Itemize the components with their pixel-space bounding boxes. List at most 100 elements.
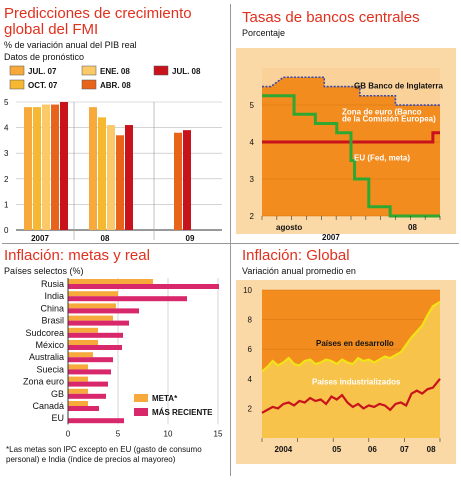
x-tick-label: 2004 xyxy=(274,445,292,454)
vertical-divider xyxy=(230,4,231,476)
panel-subtitle: Porcentaje xyxy=(242,28,286,38)
series-label: EU (Fed, meta) xyxy=(354,154,410,163)
y-tick-label: 4 xyxy=(248,375,253,384)
legend-label: JUL. 07 xyxy=(28,67,57,76)
panel-subtitle: Variación anual promedio en xyxy=(242,266,356,276)
x-tick-label: 0 xyxy=(66,429,71,438)
series-label: GB Banco de Inglaterra xyxy=(354,81,443,90)
bar-target xyxy=(68,388,88,394)
bar xyxy=(24,107,32,230)
horizontal-divider xyxy=(2,243,459,244)
category-label: India xyxy=(44,291,64,301)
series-label: Países industrializados xyxy=(312,378,401,387)
bar-target xyxy=(68,279,153,284)
y-tick-label: 2 xyxy=(4,175,9,184)
bar-actual xyxy=(68,369,111,375)
y-tick-label: 3 xyxy=(250,175,255,184)
legend-label: JUL. 08 xyxy=(172,67,201,76)
y-tick-label: 2 xyxy=(248,404,253,413)
bar-actual xyxy=(68,406,99,411)
bar-actual xyxy=(68,308,139,314)
y-tick-label: 6 xyxy=(248,345,253,354)
bar-actual xyxy=(68,320,129,326)
bar-actual xyxy=(68,345,122,350)
y-tick-label: 10 xyxy=(243,286,252,295)
bar-actual xyxy=(68,418,124,424)
bar-target xyxy=(68,315,113,321)
bar-actual xyxy=(68,284,219,289)
legend-label: MÁS RECIENTE xyxy=(152,408,213,417)
y-tick-label: 0 xyxy=(4,226,9,235)
bar-target xyxy=(68,376,88,382)
series-label: Zona de euro (Banco xyxy=(342,107,422,116)
bar xyxy=(174,132,182,230)
bar-actual xyxy=(68,381,108,387)
bar xyxy=(89,107,97,230)
bar xyxy=(33,107,41,230)
category-label: GB xyxy=(51,389,64,399)
series-line xyxy=(262,76,440,106)
panel-title: Tasas de bancos centrales xyxy=(242,9,420,26)
bar xyxy=(125,125,133,230)
legend-swatch xyxy=(81,79,97,90)
x-tick-label: 07 xyxy=(400,445,409,454)
bar-actual xyxy=(68,332,123,338)
legend-label: OCT. 07 xyxy=(28,81,58,90)
x-tick-label: 10 xyxy=(164,429,173,438)
x-tick-label: 08 xyxy=(101,234,110,242)
bar xyxy=(42,104,50,230)
bar-actual xyxy=(68,296,187,302)
legend-swatch xyxy=(134,408,148,416)
x-tick-label: agosto xyxy=(276,223,302,232)
category-label: Suecia xyxy=(36,364,64,374)
series-line xyxy=(262,131,440,144)
y-tick-label: 4 xyxy=(250,138,255,147)
bar-target xyxy=(68,352,93,358)
legend-label: ABR. 08 xyxy=(100,81,131,90)
y-tick-label: 3 xyxy=(4,149,9,158)
panel-title: Predicciones de crecimiento global del F… xyxy=(4,5,192,38)
category-label: Brasil xyxy=(41,316,64,326)
x-tick-label: 05 xyxy=(332,445,341,454)
y-tick-label: 4 xyxy=(4,124,9,133)
x-tick-label: 09 xyxy=(186,234,195,242)
rates-chart: 2 3 4 5 GB Banco de Inglaterra Zona de euro (… xyxy=(236,48,456,242)
bar xyxy=(60,102,68,230)
y-tick-label: 5 xyxy=(250,101,255,110)
gdp-chart: JUL. 07 OCT. 07 ENE. 08 ABR. 08 JUL. 08 0 1 2 3 4… xyxy=(4,65,222,242)
bar-target xyxy=(68,364,88,370)
panel-inflation-targets: Inflación: metas y real Países selectos … xyxy=(4,246,228,476)
x-tick-label: 5 xyxy=(116,429,121,438)
x-tick-label: 15 xyxy=(214,429,223,438)
category-label: Canadá xyxy=(32,401,64,411)
bar xyxy=(183,130,191,230)
bar-target xyxy=(68,303,116,309)
footnote: *Las metas son IPC excepto en EU (gasto … xyxy=(6,445,202,464)
bar-actual xyxy=(68,357,113,363)
category-label: Australia xyxy=(29,352,64,362)
y-tick-label: 8 xyxy=(248,316,253,325)
legend-swatch xyxy=(9,79,25,90)
x-tick-label: 08 xyxy=(427,445,436,454)
category-label: México xyxy=(35,340,64,350)
x-tick-label: 08 xyxy=(408,223,417,232)
inflation-targets-chart: 0 5 10 15 Rusia India China Brasil Sudcorea Méxic… xyxy=(23,278,223,438)
panel-title: Inflación: Global xyxy=(242,247,350,264)
bar xyxy=(107,125,115,230)
y-tick-label: 5 xyxy=(4,98,9,107)
series-line xyxy=(261,378,441,414)
panel-subtitle: % de variación anual del PIB real xyxy=(4,40,137,50)
series-label: Países en desarrollo xyxy=(316,339,394,348)
bar-target xyxy=(68,291,118,297)
bar xyxy=(51,104,59,230)
series-line xyxy=(262,94,440,218)
category-label: China xyxy=(40,303,64,313)
bar xyxy=(116,135,124,230)
series-label: de la Comisión Europea) xyxy=(342,115,436,124)
category-label: Zona euro xyxy=(23,377,64,387)
bar-target xyxy=(68,401,88,406)
x-tick-label: 06 xyxy=(368,445,377,454)
panel-central-bank-rates: Tasas de bancos centrales Porcentaje 2 3 4… xyxy=(234,4,458,242)
panel-subtitle-2: Datos de pronóstico xyxy=(4,52,85,62)
panel-global-inflation: Inflación: Global Variación anual promed… xyxy=(234,246,458,476)
